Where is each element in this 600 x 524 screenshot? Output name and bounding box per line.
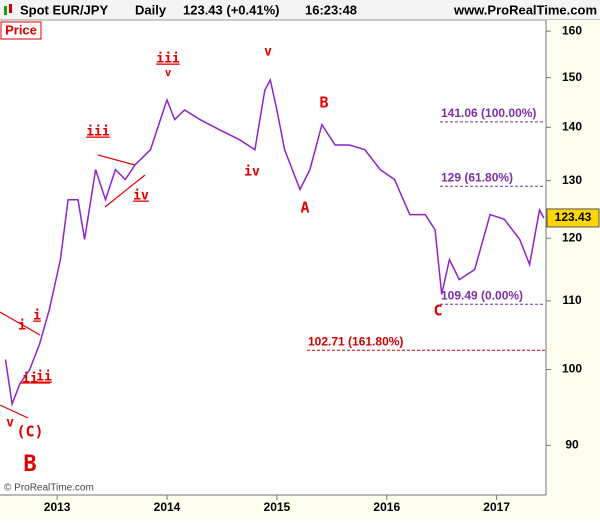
icon [9,4,12,13]
wave-label: ii [36,370,52,385]
wave-label: iv [244,165,260,180]
level-label: 102.71 (161.80%) [308,334,403,348]
y-tick-label: 120 [562,230,582,244]
wave-label: A [300,199,309,217]
wave-label: B [319,94,328,112]
header-bar [0,0,600,20]
trendline [0,311,41,336]
level-label: 109.49 (0.00%) [441,288,523,302]
wave-label: C [433,302,442,320]
x-tick-label: 2014 [154,500,181,514]
last-value: 123.43 [555,210,592,224]
y-tick-label: 140 [562,119,582,133]
title: Spot EUR/JPY [20,2,108,17]
icon [4,6,7,15]
x-tick-label: 2017 [483,500,510,514]
wave-label: v [165,66,172,79]
wave-label: v [6,416,14,431]
panel-label-box [0,21,42,40]
level-label: 141.06 (100.00%) [441,106,536,120]
y-tick-label: 150 [562,70,582,84]
wave-label: iii [156,52,180,67]
panel-label: Price [5,22,37,37]
y-tick-label: 100 [562,362,582,376]
wave-label: i [33,309,41,324]
y-tick-label: 90 [565,438,579,452]
wave-label: B [23,452,36,477]
last-value-box [546,208,600,228]
trendlines [0,154,146,419]
y-axis-area [546,20,600,495]
wave-label: iii [86,125,110,140]
y-tick-label: 130 [562,173,582,187]
y-tick-label: 110 [562,293,582,307]
trendline [104,174,146,208]
wave-label: (C) [16,423,43,441]
quote: 123.43 (+0.41%) [183,2,279,17]
timeframe: Daily [135,2,167,17]
trendline [97,154,136,166]
time: 16:23:48 [305,2,357,17]
x-axis-area [0,495,600,519]
level-label: 129 (61.80%) [441,170,513,184]
wave-label: iv [133,189,149,204]
x-tick-label: 2013 [44,500,71,514]
wave-label: ii [22,372,38,387]
price-line [4,77,545,408]
x-tick-label: 2016 [373,500,400,514]
trendline [0,404,29,419]
site: www.ProRealTime.com [453,2,597,17]
copyright: © ProRealTime.com [4,483,94,494]
y-tick-label: 160 [562,23,582,37]
wave-label: v [264,45,272,60]
wave-label: i [18,319,26,334]
x-tick-label: 2015 [264,500,291,514]
